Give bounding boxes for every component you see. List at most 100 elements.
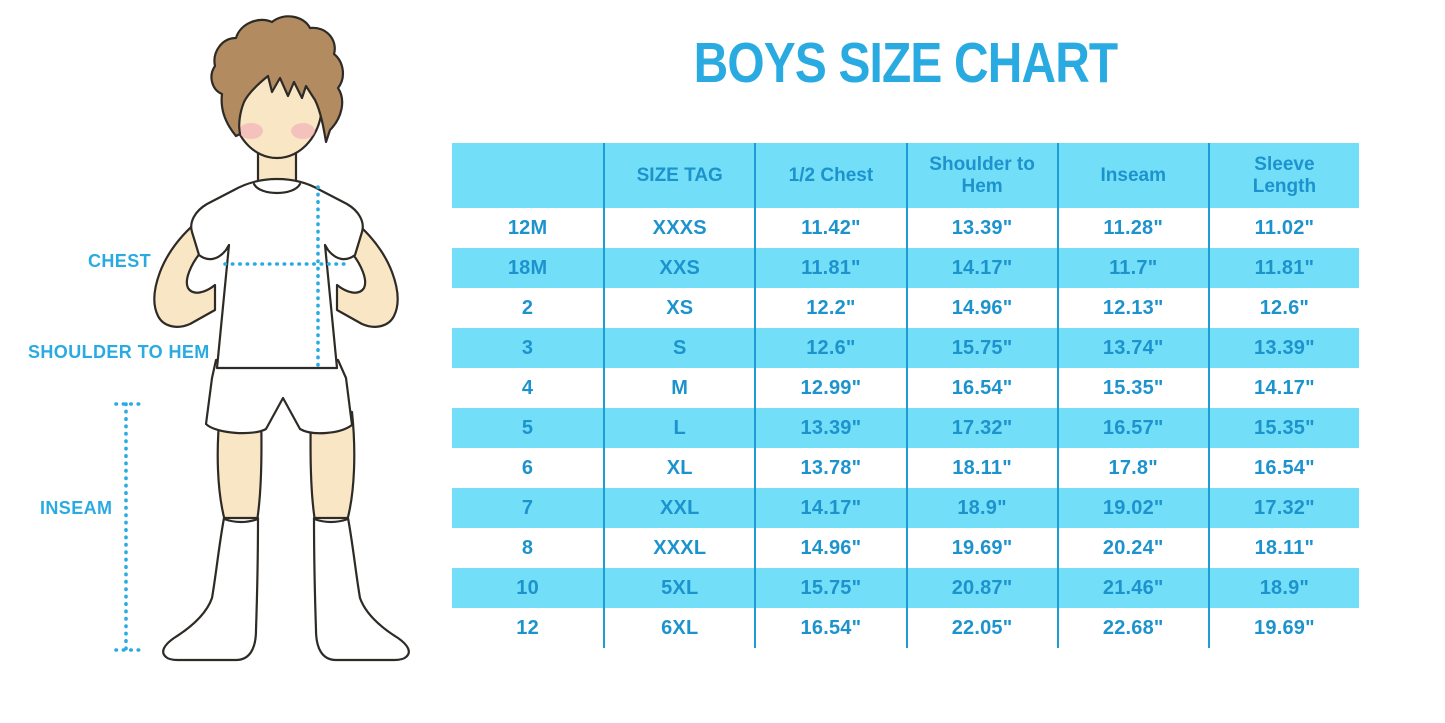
table-row: 12 6XL 16.54" 22.05" 22.68" 19.69": [452, 608, 1359, 648]
table-cell: 19.02": [1056, 488, 1208, 528]
table-cell: 19.69": [905, 528, 1057, 568]
table-body: 12M XXXS 11.42" 13.39" 11.28" 11.02" 18M XXS 11.…: [452, 208, 1359, 648]
size-cell: 12: [516, 616, 539, 639]
table-cell: 21.46": [1056, 568, 1208, 608]
table-cell: XXS: [603, 248, 754, 288]
table-cell: 12.2": [754, 288, 905, 328]
size-cell: 4: [521, 376, 534, 399]
table-header-size-tag: SIZE TAG: [603, 143, 754, 208]
size-cell: 7: [521, 496, 534, 519]
table-cell: L: [603, 408, 754, 448]
table-row: 8 XXXL 14.96" 19.69" 20.24" 18.11": [452, 528, 1359, 568]
table-cell: 14.17": [1207, 368, 1359, 408]
table-cell: 16.54": [1207, 448, 1359, 488]
table-cell: 5XL: [603, 568, 754, 608]
table-header-half-chest: 1/2 Chest: [754, 143, 905, 208]
table-row: 5 L 13.39" 17.32" 16.57" 15.35": [452, 408, 1359, 448]
table-header-size: [452, 143, 603, 208]
size-cell: 3: [521, 336, 534, 359]
table-cell: 15.35": [1207, 408, 1359, 448]
table-cell: S: [603, 328, 754, 368]
boy-right-sock-top-line: [312, 517, 350, 524]
table-cell: 17.8": [1056, 448, 1208, 488]
table-cell: 20.87": [905, 568, 1057, 608]
table-cell: 13.78": [754, 448, 905, 488]
table-cell: 15.75": [754, 568, 905, 608]
shoulder-to-hem-label: SHOULDER TO HEM: [28, 342, 210, 362]
table-cell: 13.74": [1056, 328, 1208, 368]
table-header-inseam: Inseam: [1056, 143, 1208, 208]
size-chart-table: SIZE TAG 1/2 Chest Shoulder to Hem Insea…: [452, 143, 1359, 648]
table-cell: 14.96": [905, 288, 1057, 328]
table-row: 10 5XL 15.75" 20.87" 21.46" 18.9": [452, 568, 1359, 608]
table-row: 7 XXL 14.17" 18.9" 19.02" 17.32": [452, 488, 1359, 528]
table-cell: M: [603, 368, 754, 408]
boy-blush-right: [291, 123, 315, 139]
table-cell: 16.54": [905, 368, 1057, 408]
table-cell: XS: [603, 288, 754, 328]
table-row: 2 XS 12.2" 14.96" 12.13" 12.6": [452, 288, 1359, 328]
table-cell: 12.6": [754, 328, 905, 368]
table-cell: XL: [603, 448, 754, 488]
table-cell: 15.35": [1056, 368, 1208, 408]
table-row: 18M XXS 11.81" 14.17" 11.7" 11.81": [452, 248, 1359, 288]
table-cell: 13.39": [1207, 328, 1359, 368]
boy-blush-left: [239, 123, 263, 139]
boy-left-sock: [162, 516, 260, 662]
table-cell: 12.13": [1056, 288, 1208, 328]
table-cell: 18.11": [905, 448, 1057, 488]
boy-tshirt: [190, 177, 364, 370]
table-cell: 11.81": [754, 248, 905, 288]
table-cell: 14.17": [905, 248, 1057, 288]
table-cell: 11.81": [1207, 248, 1359, 288]
table-cell: 20.24": [1056, 528, 1208, 568]
table-cell: 15.75": [905, 328, 1057, 368]
size-cell: 8: [521, 536, 534, 559]
table-cell: 11.7": [1056, 248, 1208, 288]
table-row: 12M XXXS 11.42" 13.39" 11.28" 11.02": [452, 208, 1359, 248]
table-cell: 22.68": [1056, 608, 1208, 648]
table-cell: 18.9": [905, 488, 1057, 528]
table-cell: 16.54": [754, 608, 905, 648]
boy-hair: [210, 15, 344, 144]
table-cell: 18.11": [1207, 528, 1359, 568]
table-row: 4 M 12.99" 16.54" 15.35" 14.17": [452, 368, 1359, 408]
table-cell: 6XL: [603, 608, 754, 648]
table-header-shoulder-to-hem: Shoulder to Hem: [905, 143, 1057, 208]
table-cell: 13.39": [905, 208, 1057, 248]
table-cell: 14.17": [754, 488, 905, 528]
boy-shorts: [204, 358, 354, 435]
table-header-row: SIZE TAG 1/2 Chest Shoulder to Hem Insea…: [452, 143, 1359, 208]
size-cell: 5: [521, 416, 534, 439]
table-cell: 16.57": [1056, 408, 1208, 448]
table-cell: 22.05": [905, 608, 1057, 648]
size-cell: 18M: [507, 256, 548, 279]
table-header-sleeve-length: Sleeve Length: [1207, 143, 1359, 208]
size-cell: 6: [521, 456, 534, 479]
table-cell: XXL: [603, 488, 754, 528]
table-cell: 11.28": [1056, 208, 1208, 248]
table-cell: 19.69": [1207, 608, 1359, 648]
inseam-label: INSEAM: [40, 498, 113, 518]
table-cell: 18.9": [1207, 568, 1359, 608]
table-row: 6 XL 13.78" 18.11" 17.8" 16.54": [452, 448, 1359, 488]
size-cell: 10: [516, 576, 539, 599]
table-cell: 12.6": [1207, 288, 1359, 328]
table-cell: 11.42": [754, 208, 905, 248]
size-cell: 2: [521, 296, 534, 319]
table-cell: 11.02": [1207, 208, 1359, 248]
boy-left-sock-top-line: [222, 517, 260, 524]
table-cell: 17.32": [1207, 488, 1359, 528]
chest-label: CHEST: [88, 251, 152, 271]
page-title: BOYS SIZE CHART: [693, 31, 1119, 95]
table-cell: 14.96": [754, 528, 905, 568]
table-cell: 12.99": [754, 368, 905, 408]
table-row: 3 S 12.6" 15.75" 13.74" 13.39": [452, 328, 1359, 368]
boy-measurement-illustration: CHEST SHOULDER TO HEM INSEAM: [0, 0, 450, 723]
table-cell: XXXS: [603, 208, 754, 248]
table-cell: 17.32": [905, 408, 1057, 448]
table-cell: XXXL: [603, 528, 754, 568]
size-cell: 12M: [507, 216, 548, 239]
table-cell: 13.39": [754, 408, 905, 448]
